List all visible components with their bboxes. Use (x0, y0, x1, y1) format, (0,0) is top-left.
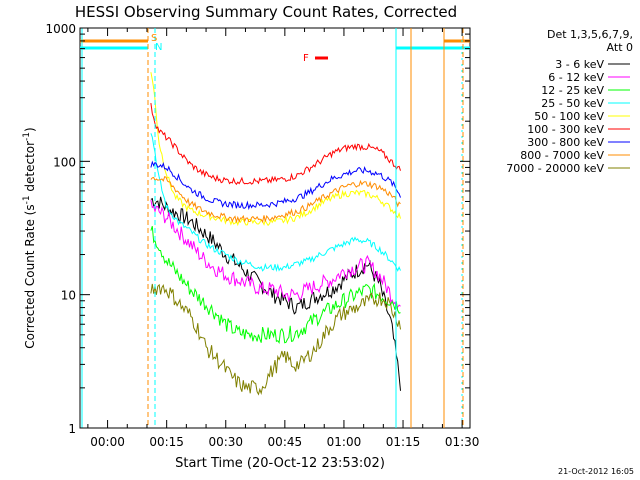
y-tick-label-1: 10 (61, 289, 76, 303)
x-tick-label-4: 01:00 (327, 435, 362, 449)
legend-title-2: Att 0 (607, 41, 633, 54)
y-axis-label-main: Corrected Count Rate (s (23, 204, 37, 348)
legend-label-2: 12 - 25 keV (541, 84, 604, 97)
legend-label-5: 100 - 300 keV (527, 123, 604, 136)
x-tick-label-2: 00:30 (208, 435, 243, 449)
legend-label-4: 50 - 100 keV (534, 110, 604, 123)
footer-date: 21-Oct-2012 16:05 (558, 467, 634, 476)
series-line-6 (150, 160, 401, 211)
x-axis-label: Start Time (20-Oct-12 23:53:02) (175, 456, 385, 471)
series-line-4 (150, 72, 401, 227)
legend-label-1: 6 - 12 keV (548, 71, 604, 84)
y-tick-label-0: 1 (68, 422, 76, 436)
x-tick-label-6: 01:30 (445, 435, 480, 449)
plot-border (79, 27, 471, 429)
series-line-0 (150, 196, 401, 391)
y-axis-label: Corrected Count Rate (s-1 detector-1) (22, 127, 37, 348)
marker-layer: SN F (80, 28, 470, 428)
series-line-3 (150, 133, 401, 273)
y-tick-label-2: 100 (53, 155, 76, 169)
legend-title-1: Det 1,3,5,6,7,9, (547, 28, 633, 41)
series-line-1 (150, 199, 401, 310)
series-line-7 (150, 176, 401, 224)
legend-label-0: 3 - 6 keV (555, 58, 604, 71)
legend-label-7: 800 - 7000 keV (520, 149, 604, 162)
legend-label-6: 300 - 800 keV (527, 136, 604, 149)
axis-layer: 00:00 00:15 00:30 00:45 01:00 01:15 01:30 1 10 10… (45, 22, 479, 449)
n-marker-label: N (155, 42, 162, 53)
s-marker-label: S (151, 33, 157, 44)
legend-label-8: 7000 - 20000 keV (506, 162, 604, 175)
legend-label-3: 25 - 50 keV (541, 97, 604, 110)
y-axis-label-end: ) (23, 127, 37, 132)
y-axis-label-sup2: -1 (22, 132, 32, 141)
chart-title: HESSI Observing Summary Count Rates, Cor… (75, 3, 457, 21)
y-axis-label-mid: detector (23, 141, 37, 196)
plot-frame (79, 27, 471, 429)
series-line-8 (150, 283, 401, 396)
y-axis-label-sup1: -1 (22, 195, 32, 204)
series-layer (150, 72, 401, 396)
x-tick-label-3: 00:45 (268, 435, 303, 449)
x-tick-label-5: 01:15 (386, 435, 421, 449)
x-tick-label-1: 00:15 (149, 435, 184, 449)
y-tick-label-3: 1000 (45, 22, 76, 36)
series-line-5 (150, 103, 401, 186)
series-line-2 (150, 226, 401, 344)
f-marker-label: F (303, 53, 309, 64)
x-tick-label-0: 00:00 (90, 435, 125, 449)
